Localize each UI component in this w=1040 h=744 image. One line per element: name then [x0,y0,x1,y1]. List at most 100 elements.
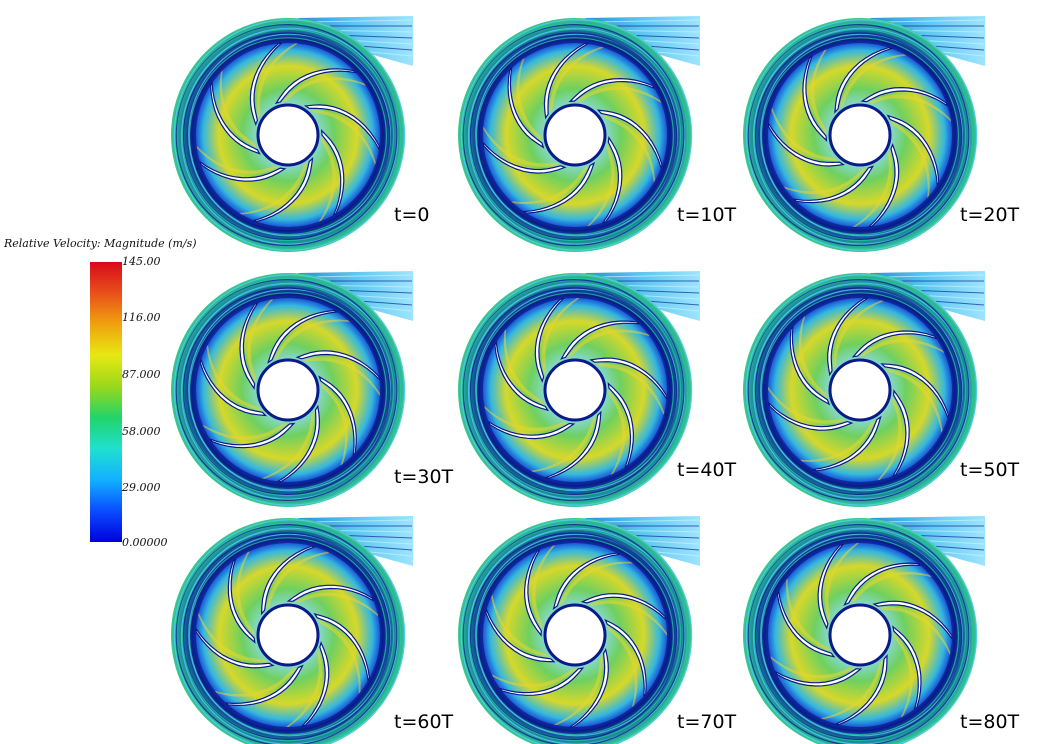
volute-streamline [753,528,967,742]
impeller-blade [267,309,339,364]
time-label: t=50T [960,459,1020,481]
impeller-blade [544,410,602,479]
impeller-blade [774,668,863,687]
impeller-blade [286,584,375,602]
time-label: t=10T [677,204,737,226]
volute-streamline [747,23,970,247]
volute-panel: t=10T [458,16,737,252]
impeller-blade [195,627,275,669]
impeller-blade [601,135,623,224]
flow-band [859,338,945,357]
volute-streamline [747,524,970,744]
flow-band [587,143,615,227]
volute-streamline [189,293,384,487]
volute-streamline [468,528,682,742]
outlet-streamline [307,19,413,23]
impeller-blade [507,66,545,149]
volute-streamline [760,292,959,491]
impeller-blade [834,46,894,114]
volute-panel: t=50T [743,271,1020,507]
outlet-streamline [879,519,985,523]
volute-streamline [760,37,959,236]
volute-streamline [469,532,678,740]
impeller-blade [867,142,900,228]
flow-band [810,49,827,135]
impeller-blade [568,77,656,103]
volute-streamline [182,532,391,740]
volute-streamline [175,524,398,744]
impeller-blade [485,608,556,663]
impeller-blade [568,647,609,728]
flow-band [596,363,665,415]
impeller-blade [487,420,576,440]
volute-streamline [461,22,689,250]
impeller-hub [828,358,892,422]
time-label: t=30T [394,466,454,488]
volute-streamline [189,37,388,236]
impeller-blade [604,618,647,698]
impeller-blade [239,302,259,390]
flow-band [567,329,650,357]
legend-tick-label: 29.000 [121,481,161,494]
flow-band [798,316,827,399]
volute-streamline [476,538,671,732]
impeller-blade [208,422,296,449]
volute-streamline [181,283,395,497]
flow-band [214,667,297,697]
volute-streamline [182,32,391,240]
volute-panel: t=30T [171,271,454,507]
flow-band [236,551,255,637]
volute-streamline [761,293,956,487]
impeller-blade [198,160,287,182]
volute-panel: t=0 [171,16,429,252]
outlet-streamline [879,274,985,278]
volute-streamline [761,38,956,232]
volute-streamline [175,279,398,502]
volute-streamline [467,27,686,245]
impeller-blade [303,104,380,151]
flow-band [286,648,323,727]
flow-band [239,162,308,215]
volute-streamline [752,282,971,500]
time-label: t=40T [677,459,737,481]
impeller-blade [802,55,828,142]
flow-band [516,58,542,142]
impeller-blade [199,358,268,417]
impeller-hub [256,103,320,167]
impeller-blade [543,42,590,120]
impeller-blade [872,600,953,641]
flow-band [890,120,930,198]
volute-streamline [461,522,689,744]
flow-band [321,382,348,466]
volute-streamline [174,522,402,744]
flow-band [886,368,943,433]
impeller-blade [209,81,261,155]
volute-streamline [174,22,402,250]
flow-band [607,625,638,708]
volute-streamline [475,533,678,737]
impeller-blade [274,68,358,105]
volute-streamline [467,282,686,500]
flow-band [491,594,550,658]
impeller-blade [224,664,304,707]
panels: t=0 t=10T t=20T t=30T t=40T t=50T t=60T t=70T t=… [171,16,1020,744]
flow-band [800,420,876,462]
flow-band [877,396,902,481]
legend-tick-label: 87.000 [122,368,161,381]
flow-band [770,656,855,679]
impeller-blade [260,545,317,616]
volute-panel: t=80T [743,516,1020,744]
volute-streamline [182,287,391,495]
flow-band [310,109,376,165]
flow-band [247,299,274,383]
flow-band [196,145,279,175]
flow-band [879,606,951,655]
volute-streamline [469,32,678,240]
flow-band [303,357,380,396]
flow-band [206,344,262,411]
volute-streamline [754,287,963,495]
impeller-blade [843,562,922,606]
volute-panel: t=40T [458,271,737,507]
impeller-blade [767,121,846,167]
impeller-blade [886,114,940,187]
